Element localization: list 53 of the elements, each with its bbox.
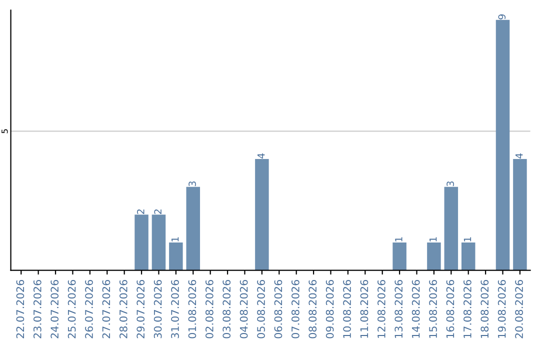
x-tick-label: 02.08.2026 bbox=[205, 280, 214, 338]
x-tick-label: 22.07.2026 bbox=[16, 280, 24, 338]
x-tick-label: 25.07.2026 bbox=[68, 280, 76, 338]
data-label: 2 bbox=[136, 209, 144, 214]
x-tick-label: 18.08.2026 bbox=[480, 280, 489, 338]
x-tick-label: 04.08.2026 bbox=[240, 280, 248, 338]
x-tick-label: 13.08.2026 bbox=[394, 280, 403, 338]
x-tick-label: 28.07.2026 bbox=[119, 280, 128, 338]
x-tick-label: 03.08.2026 bbox=[222, 280, 231, 338]
x-tick-label: 14.08.2026 bbox=[412, 280, 420, 338]
bar bbox=[152, 214, 166, 270]
x-tick-label: 27.07.2026 bbox=[102, 280, 110, 338]
data-label: 2 bbox=[154, 209, 162, 214]
bar bbox=[444, 186, 458, 270]
bar bbox=[427, 242, 441, 270]
data-label: 1 bbox=[172, 237, 179, 242]
data-label: 1 bbox=[430, 237, 437, 242]
x-tick-label: 01.08.2026 bbox=[188, 280, 196, 338]
x-tick-label: 11.08.2026 bbox=[360, 280, 368, 338]
data-label: 3 bbox=[446, 181, 454, 186]
x-tick-label: 12.08.2026 bbox=[377, 280, 386, 338]
x-tick-label: 31.07.2026 bbox=[171, 280, 179, 338]
x-tick-label: 30.07.2026 bbox=[154, 280, 162, 338]
x-tick-label: 07.08.2026 bbox=[291, 280, 300, 338]
x-tick-label: 19.08.2026 bbox=[498, 280, 506, 338]
x-tick-label: 26.07.2026 bbox=[85, 280, 93, 338]
bar bbox=[496, 20, 510, 270]
x-tick-label: 08.08.2026 bbox=[308, 280, 317, 338]
data-label: 4 bbox=[258, 153, 265, 159]
bar bbox=[169, 242, 183, 270]
x-tick-label: 10.08.2026 bbox=[343, 280, 351, 338]
x-tick-label: 06.08.2026 bbox=[274, 280, 282, 338]
data-label: 3 bbox=[188, 181, 196, 186]
bar bbox=[186, 186, 200, 270]
data-label: 9 bbox=[498, 14, 506, 20]
data-label: 1 bbox=[464, 237, 472, 242]
bar bbox=[134, 214, 148, 270]
x-tick-label: 17.08.2026 bbox=[464, 280, 472, 338]
y-tick-label: 5 bbox=[2, 129, 8, 134]
bar bbox=[392, 242, 406, 270]
x-tick-label: 29.07.2026 bbox=[136, 280, 145, 338]
x-tick-label: 09.08.2026 bbox=[326, 280, 334, 338]
bar bbox=[255, 159, 269, 270]
x-tick-label: 05.08.2026 bbox=[257, 280, 265, 338]
x-tick-label: 16.08.2026 bbox=[446, 280, 454, 338]
x-tick-label: 23.07.2026 bbox=[33, 280, 42, 338]
data-label: 4 bbox=[516, 153, 523, 159]
bar bbox=[513, 159, 527, 270]
data-label: 1 bbox=[395, 237, 402, 242]
x-tick-label: 15.08.2026 bbox=[429, 280, 437, 338]
x-tick-label: 20.08.2026 bbox=[515, 280, 523, 338]
x-tick-label: 24.07.2026 bbox=[50, 280, 59, 338]
bar bbox=[461, 242, 476, 270]
